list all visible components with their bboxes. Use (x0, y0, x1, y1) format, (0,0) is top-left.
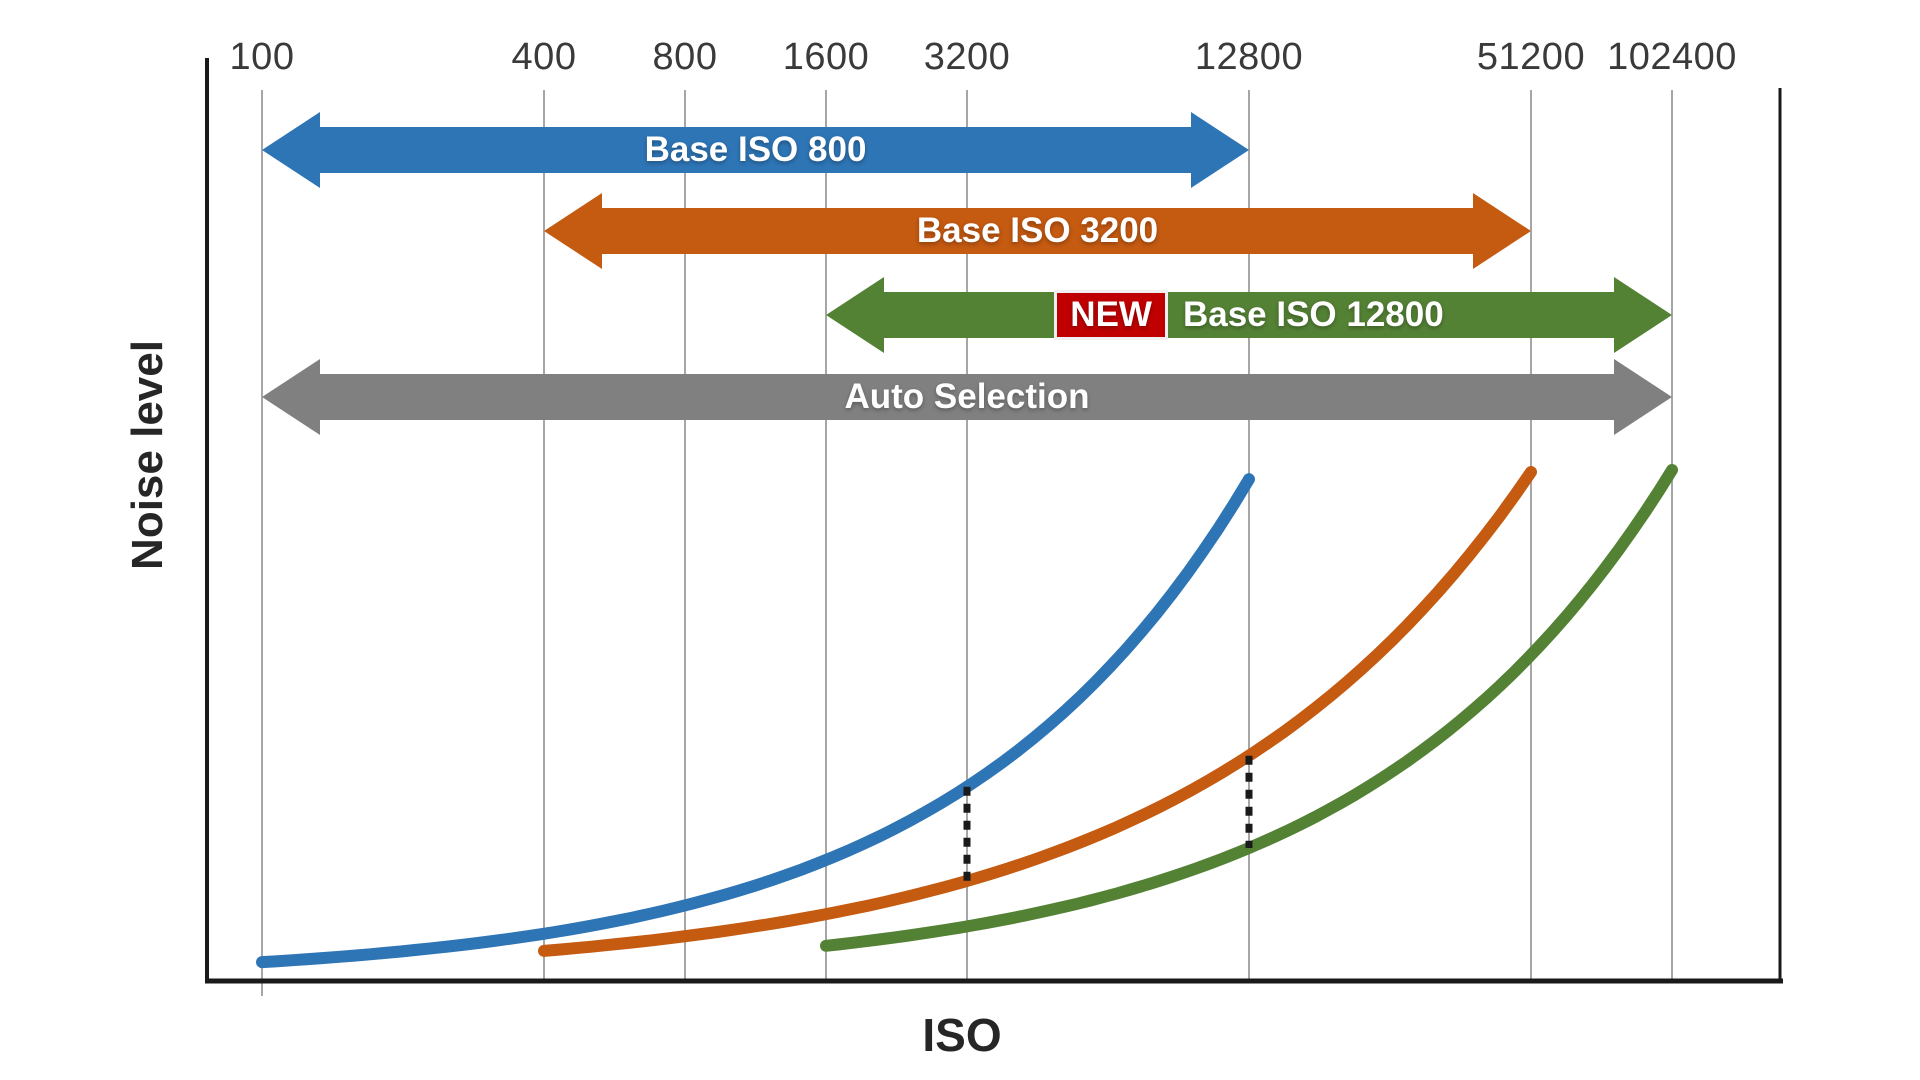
band-arrow-base-iso-3200 (544, 193, 1531, 269)
noise-curve-base-iso-3200 (538, 466, 1537, 957)
band-arrow-auto-selection (262, 359, 1672, 435)
band-arrow-base-iso-800 (262, 112, 1249, 188)
noise-curve-base-iso-800 (256, 473, 1255, 969)
band-arrow-base-iso-12800 (826, 277, 1672, 353)
